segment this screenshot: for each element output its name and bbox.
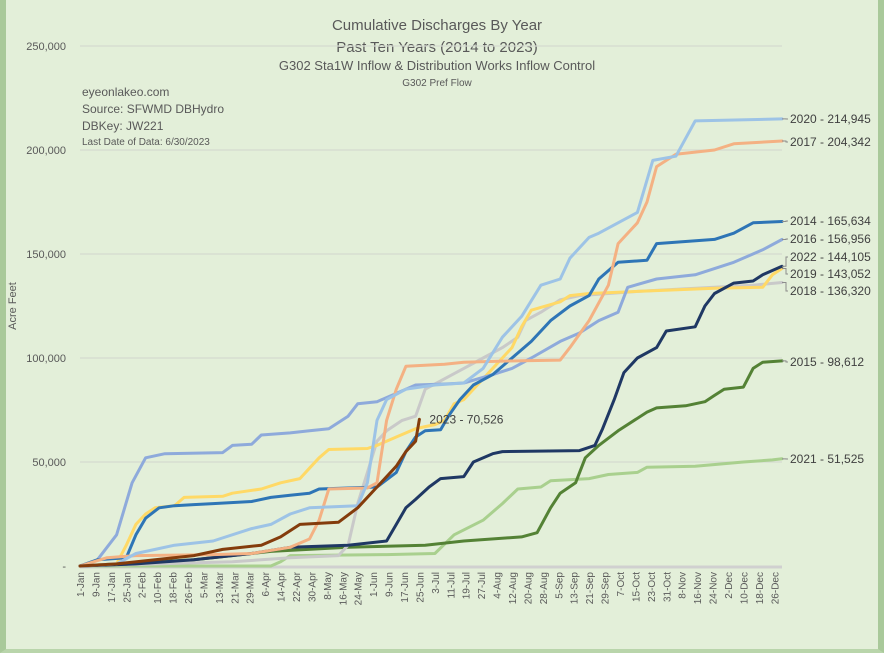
x-tick-label: 10-Dec xyxy=(739,572,750,604)
x-tick-label: 28-Aug xyxy=(539,572,550,604)
x-axis-ticks: 1-Jan 9-Jan 17-Jan 25-Jan 2-Feb 10-Feb 18-Feb 2… xyxy=(76,571,781,605)
x-tick-label: 26-Feb xyxy=(184,572,195,604)
x-tick-label: 8-Nov xyxy=(678,572,689,599)
y-tick-label: 100,000 xyxy=(26,353,66,365)
info-source: Source: SFWMD DBHydro xyxy=(82,102,224,116)
x-tick-label: 1-Jun xyxy=(369,572,380,597)
x-tick-label: 17-Jun xyxy=(400,572,411,603)
series-end-label-2018: 2018 - 136,320 xyxy=(790,284,871,298)
x-tick-label: 21-Mar xyxy=(230,571,241,603)
x-tick-label: 2-Feb xyxy=(138,572,149,599)
x-tick-label: 30-Apr xyxy=(307,571,318,602)
leader-line xyxy=(782,267,788,275)
x-tick-label: 4-Aug xyxy=(493,572,504,599)
x-tick-label: 26-Dec xyxy=(770,572,781,604)
x-tick-label: 24-Nov xyxy=(709,572,720,604)
x-tick-label: 17-Jan xyxy=(107,572,118,603)
series-line-2014 xyxy=(78,220,784,568)
series-end-labels: 2021 - 51,525 2015 - 98,612 2018 - 136,320… xyxy=(429,112,871,466)
chart-subtitle-station: G302 Sta1W Inflow & Distribution Works I… xyxy=(279,58,595,73)
x-tick-label: 5-Sep xyxy=(554,572,565,599)
x-tick-label: 9-Jun xyxy=(385,572,396,597)
x-tick-label: 27-Jul xyxy=(477,572,488,599)
series-end-label-2023: 2023 - 70,526 xyxy=(429,412,503,426)
x-tick-label: 18-Dec xyxy=(755,572,766,604)
y-tick-label: 250,000 xyxy=(26,41,66,53)
series-line-2021 xyxy=(78,457,784,568)
gridlines xyxy=(80,45,782,569)
x-tick-label: 6-Apr xyxy=(261,571,272,596)
series-line-2020 xyxy=(78,117,784,568)
y-tick-label: - xyxy=(62,561,66,573)
series-lines xyxy=(78,117,784,568)
leader-line xyxy=(782,238,788,241)
x-tick-label: 31-Oct xyxy=(662,572,673,602)
x-tick-label: 3-Jul xyxy=(431,572,442,594)
x-tick-label: 13-Mar xyxy=(215,571,226,603)
leader-line xyxy=(782,281,788,292)
x-tick-label: 12-Aug xyxy=(508,572,519,604)
x-tick-label: 15-Oct xyxy=(631,572,642,602)
x-tick-label: 23-Oct xyxy=(647,572,658,602)
x-tick-label: 22-Apr xyxy=(292,571,303,602)
x-tick-label: 11-Jul xyxy=(446,572,457,599)
leader-line xyxy=(782,360,788,363)
info-last-date: Last Date of Data: 6/30/2023 xyxy=(82,137,210,148)
x-tick-label: 24-May xyxy=(354,572,365,605)
x-tick-label: 25-Jun xyxy=(415,572,426,603)
y-tick-label: 200,000 xyxy=(26,145,66,157)
x-tick-label: 16-Nov xyxy=(693,572,704,604)
x-tick-label: 9-Jan xyxy=(91,572,102,597)
series-line-2022 xyxy=(78,264,784,568)
series-end-label-2021: 2021 - 51,525 xyxy=(790,452,864,466)
x-tick-label: 19-Jul xyxy=(462,572,473,599)
chart-subtitle-flow: G302 Pref Flow xyxy=(402,78,472,89)
x-tick-label: 8-May xyxy=(323,572,334,600)
x-tick-label: 1-Jan xyxy=(76,572,87,597)
info-website: eyeonlakeo.com xyxy=(82,85,169,99)
x-tick-label: 5-Mar xyxy=(199,571,210,598)
series-end-label-2014: 2014 - 165,634 xyxy=(790,214,871,228)
x-tick-label: 13-Sep xyxy=(570,572,581,605)
y-tick-label: 150,000 xyxy=(26,249,66,261)
series-end-label-2015: 2015 - 98,612 xyxy=(790,355,864,369)
x-tick-label: 29-Sep xyxy=(601,572,612,605)
leader-line xyxy=(782,140,788,143)
x-tick-label: 7-Oct xyxy=(616,572,627,597)
x-tick-label: 16-May xyxy=(338,572,349,605)
x-tick-label: 29-Mar xyxy=(246,571,257,603)
series-end-label-2016: 2016 - 156,956 xyxy=(790,232,871,246)
x-tick-label: 2-Dec xyxy=(724,572,735,599)
series-line-2017 xyxy=(78,139,784,568)
info-dbkey: DBKey: JW221 xyxy=(82,119,164,133)
series-line-2015 xyxy=(78,359,784,568)
series-end-label-2017: 2017 - 204,342 xyxy=(790,135,871,149)
chart-subtitle: Past Ten Years (2014 to 2023) xyxy=(336,39,538,56)
x-tick-label: 20-Aug xyxy=(523,572,534,604)
chart-title: Cumulative Discharges By Year xyxy=(332,17,542,34)
y-tick-label: 50,000 xyxy=(32,457,66,469)
x-tick-label: 21-Sep xyxy=(585,572,596,605)
series-end-label-2022: 2022 - 144,105 xyxy=(790,250,871,264)
x-tick-label: 18-Feb xyxy=(169,572,180,604)
series-line-2023 xyxy=(78,417,421,568)
y-axis-label: Acre Feet xyxy=(7,282,19,330)
x-tick-label: 14-Apr xyxy=(277,571,288,602)
x-tick-label: 25-Jan xyxy=(122,572,133,603)
series-end-label-2019: 2019 - 143,052 xyxy=(790,267,871,281)
y-axis-ticks: - 50,000 100,000 150,000 200,000 250,000 xyxy=(26,41,66,573)
leader-line xyxy=(782,256,788,267)
series-end-label-2020: 2020 - 214,945 xyxy=(790,112,871,126)
x-tick-label: 10-Feb xyxy=(153,572,164,604)
